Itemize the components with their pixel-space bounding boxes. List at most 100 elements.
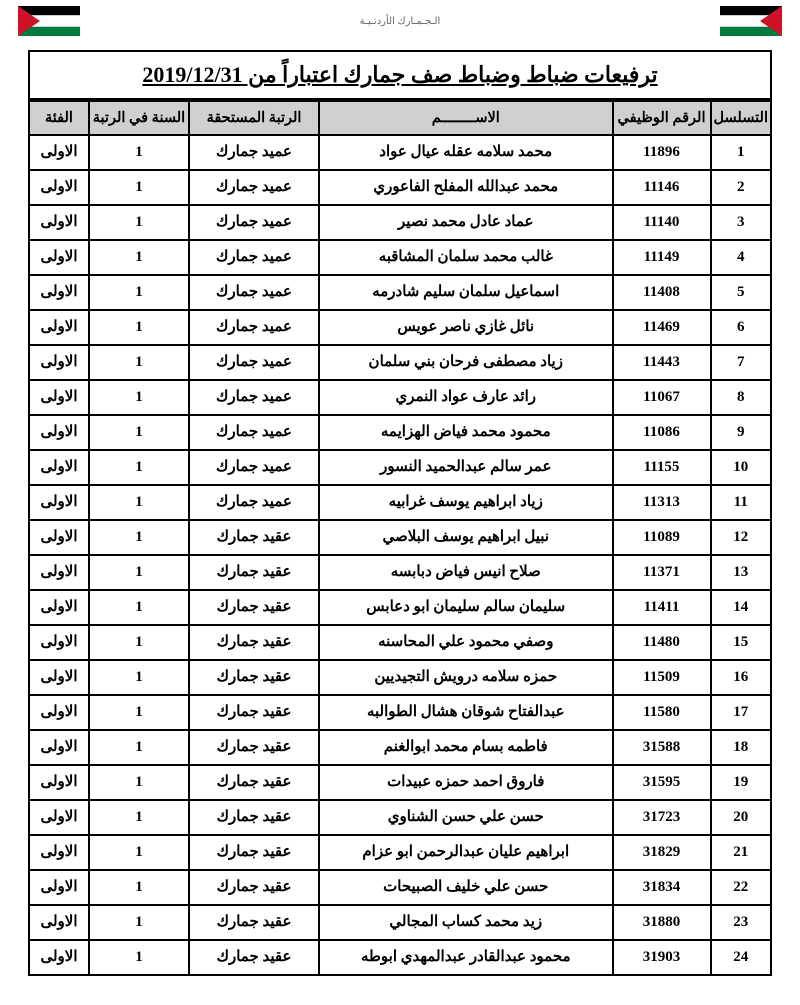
cell-year: 1 (89, 345, 189, 380)
cell-cat: الاولى (29, 940, 89, 975)
cell-rank: عميد جمارك (189, 485, 319, 520)
col-header-rank: الرتبة المستحقة (189, 101, 319, 135)
table-row: 1311371صلاح انيس فياض دبابسهعقيد جمارك1ا… (29, 555, 771, 590)
cell-id: 11408 (613, 275, 711, 310)
cell-rank: عميد جمارك (189, 345, 319, 380)
cell-rank: عقيد جمارك (189, 590, 319, 625)
cell-cat: الاولى (29, 520, 89, 555)
cell-name: عماد عادل محمد نصير (319, 205, 613, 240)
cell-cat: الاولى (29, 170, 89, 205)
document-page: الـجـمـارك الأردنـيـة ترفيعات ضباط وضباط… (0, 0, 800, 1005)
cell-id: 31834 (613, 870, 711, 905)
cell-rank: عميد جمارك (189, 205, 319, 240)
cell-year: 1 (89, 555, 189, 590)
cell-name: نائل غازي ناصر عويس (319, 310, 613, 345)
table-row: 611469نائل غازي ناصر عويسعميد جمارك1الاو… (29, 310, 771, 345)
cell-year: 1 (89, 205, 189, 240)
cell-year: 1 (89, 765, 189, 800)
cell-name: زياد مصطفى فرحان بني سلمان (319, 345, 613, 380)
cell-seq: 9 (711, 415, 771, 450)
cell-cat: الاولى (29, 345, 89, 380)
cell-year: 1 (89, 730, 189, 765)
cell-id: 11469 (613, 310, 711, 345)
cell-year: 1 (89, 520, 189, 555)
cell-cat: الاولى (29, 625, 89, 660)
cell-rank: عميد جمارك (189, 380, 319, 415)
table-row: 911086محمود محمد فياض الهزايمهعميد جمارك… (29, 415, 771, 450)
cell-rank: عقيد جمارك (189, 520, 319, 555)
cell-cat: الاولى (29, 450, 89, 485)
table-body: 111896محمد سلامه عقله عيال عوادعميد جمار… (29, 135, 771, 975)
cell-cat: الاولى (29, 765, 89, 800)
cell-seq: 16 (711, 660, 771, 695)
cell-year: 1 (89, 135, 189, 170)
table-row: 1831588فاطمه بسام محمد ابوالغنمعقيد جمار… (29, 730, 771, 765)
cell-rank: عقيد جمارك (189, 765, 319, 800)
cell-id: 31588 (613, 730, 711, 765)
cell-seq: 24 (711, 940, 771, 975)
cell-id: 31723 (613, 800, 711, 835)
cell-seq: 19 (711, 765, 771, 800)
cell-year: 1 (89, 940, 189, 975)
cell-cat: الاولى (29, 275, 89, 310)
cell-cat: الاولى (29, 485, 89, 520)
cell-rank: عقيد جمارك (189, 625, 319, 660)
cell-id: 11140 (613, 205, 711, 240)
cell-cat: الاولى (29, 660, 89, 695)
cell-rank: عميد جمارك (189, 310, 319, 345)
cell-seq: 3 (711, 205, 771, 240)
cell-name: فاطمه بسام محمد ابوالغنم (319, 730, 613, 765)
cell-year: 1 (89, 590, 189, 625)
cell-year: 1 (89, 905, 189, 940)
cell-year: 1 (89, 660, 189, 695)
table-row: 511408اسماعيل سلمان سليم شادرمهعميد جمار… (29, 275, 771, 310)
cell-seq: 1 (711, 135, 771, 170)
cell-name: نبيل ابراهيم يوسف البلاصي (319, 520, 613, 555)
table-row: 2031723حسن علي حسن الشناويعقيد جمارك1الا… (29, 800, 771, 835)
cell-cat: الاولى (29, 835, 89, 870)
cell-cat: الاولى (29, 800, 89, 835)
col-header-name: الاســــــــم (319, 101, 613, 135)
table-row: 311140عماد عادل محمد نصيرعميد جمارك1الاو… (29, 205, 771, 240)
cell-seq: 18 (711, 730, 771, 765)
cell-seq: 4 (711, 240, 771, 275)
cell-name: اسماعيل سلمان سليم شادرمه (319, 275, 613, 310)
table-row: 811067رائد عارف عواد النمريعميد جمارك1ال… (29, 380, 771, 415)
cell-id: 11155 (613, 450, 711, 485)
cell-cat: الاولى (29, 905, 89, 940)
table-row: 111896محمد سلامه عقله عيال عوادعميد جمار… (29, 135, 771, 170)
cell-id: 11443 (613, 345, 711, 380)
cell-year: 1 (89, 240, 189, 275)
cell-name: غالب محمد سلمان المشاقبه (319, 240, 613, 275)
cell-seq: 20 (711, 800, 771, 835)
cell-id: 11149 (613, 240, 711, 275)
cell-id: 11067 (613, 380, 711, 415)
cell-id: 11086 (613, 415, 711, 450)
cell-rank: عقيد جمارك (189, 555, 319, 590)
cell-rank: عميد جمارك (189, 135, 319, 170)
cell-cat: الاولى (29, 870, 89, 905)
cell-year: 1 (89, 870, 189, 905)
table-row: 1411411سليمان سالم سليمان ابو دعابسعقيد … (29, 590, 771, 625)
jordan-flag-icon (18, 6, 80, 36)
cell-name: حمزه سلامه درويش التجيديين (319, 660, 613, 695)
col-header-cat: الفئة (29, 101, 89, 135)
cell-year: 1 (89, 415, 189, 450)
cell-cat: الاولى (29, 310, 89, 345)
cell-rank: عميد جمارك (189, 415, 319, 450)
cell-id: 11313 (613, 485, 711, 520)
cell-cat: الاولى (29, 590, 89, 625)
cell-seq: 7 (711, 345, 771, 380)
cell-seq: 8 (711, 380, 771, 415)
cell-id: 31595 (613, 765, 711, 800)
cell-rank: عقيد جمارك (189, 870, 319, 905)
table-row: 2231834حسن علي خليف الصبيحاتعقيد جمارك1ا… (29, 870, 771, 905)
cell-cat: الاولى (29, 135, 89, 170)
cell-name: رائد عارف عواد النمري (319, 380, 613, 415)
table-row: 1711580عبدالفتاح شوقان هشال الطوالبهعقيد… (29, 695, 771, 730)
cell-year: 1 (89, 310, 189, 345)
cell-id: 11480 (613, 625, 711, 660)
cell-seq: 14 (711, 590, 771, 625)
title-text: ترفيعات ضباط وضباط صف جمارك اعتباراً من … (142, 62, 657, 87)
cell-id: 11509 (613, 660, 711, 695)
